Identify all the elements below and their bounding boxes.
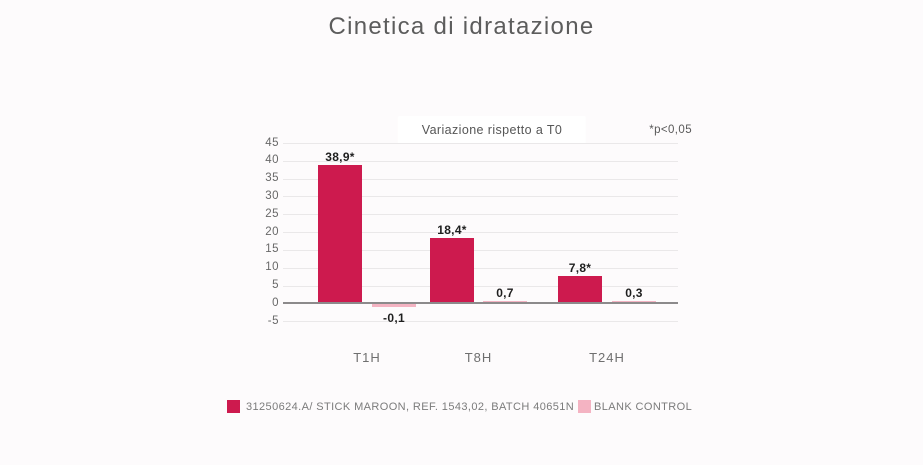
value-label: 7,8* <box>568 260 592 275</box>
y-tick-label: 25 <box>265 207 279 220</box>
legend-swatch-blank-control <box>578 400 591 413</box>
gridline-y-35 <box>283 178 678 180</box>
y-tick-label: 0 <box>272 296 279 309</box>
value-label: 0,3 <box>625 285 643 300</box>
gridline-y-10 <box>283 267 678 269</box>
legend-swatch-stick-maroon <box>227 400 240 413</box>
bar-t1h-sample <box>318 164 362 304</box>
y-tick-label: 20 <box>265 225 279 238</box>
chart-title: Cinetica di idratazione <box>328 13 595 40</box>
gridline-y-40 <box>283 160 678 162</box>
x-tick-label-t8h: T8H <box>464 350 493 365</box>
y-tick-label: 30 <box>265 189 279 202</box>
y-tick-label: 35 <box>265 172 279 185</box>
legend-label-blank-control: BLANK CONTROL <box>594 401 693 413</box>
y-tick-label: 40 <box>265 154 279 167</box>
x-axis-line <box>283 302 678 305</box>
value-label: 0,7 <box>496 285 514 300</box>
value-label: -0,1 <box>383 310 405 325</box>
chart-subtitle: Variazione rispetto a T0 <box>397 116 587 144</box>
y-tick-label: 15 <box>265 243 279 256</box>
gridline-y-30 <box>283 196 678 198</box>
gridline-y-25 <box>283 214 678 216</box>
chart-legend: 31250624.A/ STICK MAROON, REF. 1543,02, … <box>0 398 923 418</box>
bar-t8h-control <box>483 300 527 304</box>
value-label: 38,9* <box>325 149 355 164</box>
legend-label-stick-maroon: 31250624.A/ STICK MAROON, REF. 1543,02, … <box>246 401 575 413</box>
y-tick-label: 10 <box>265 261 279 274</box>
significance-note: *p<0,05 <box>649 124 692 136</box>
y-tick-label: 5 <box>272 279 279 292</box>
bar-t24h-control <box>612 300 656 304</box>
value-label: 18,4* <box>437 222 467 237</box>
bar-t8h-sample <box>430 237 474 304</box>
y-tick-label: -5 <box>267 314 279 327</box>
x-tick-label-t24h: T24H <box>589 350 625 365</box>
x-tick-label-t1h: T1H <box>353 350 381 365</box>
gridline-y-20 <box>283 232 678 234</box>
bar-t1h-control <box>372 304 416 307</box>
gridline-y-5 <box>283 285 678 287</box>
y-tick-label: 45 <box>265 136 279 149</box>
gridline-y--5 <box>283 321 678 323</box>
gridline-y-15 <box>283 249 678 251</box>
bar-t24h-sample <box>558 275 602 304</box>
gridline-y-45 <box>283 143 678 144</box>
